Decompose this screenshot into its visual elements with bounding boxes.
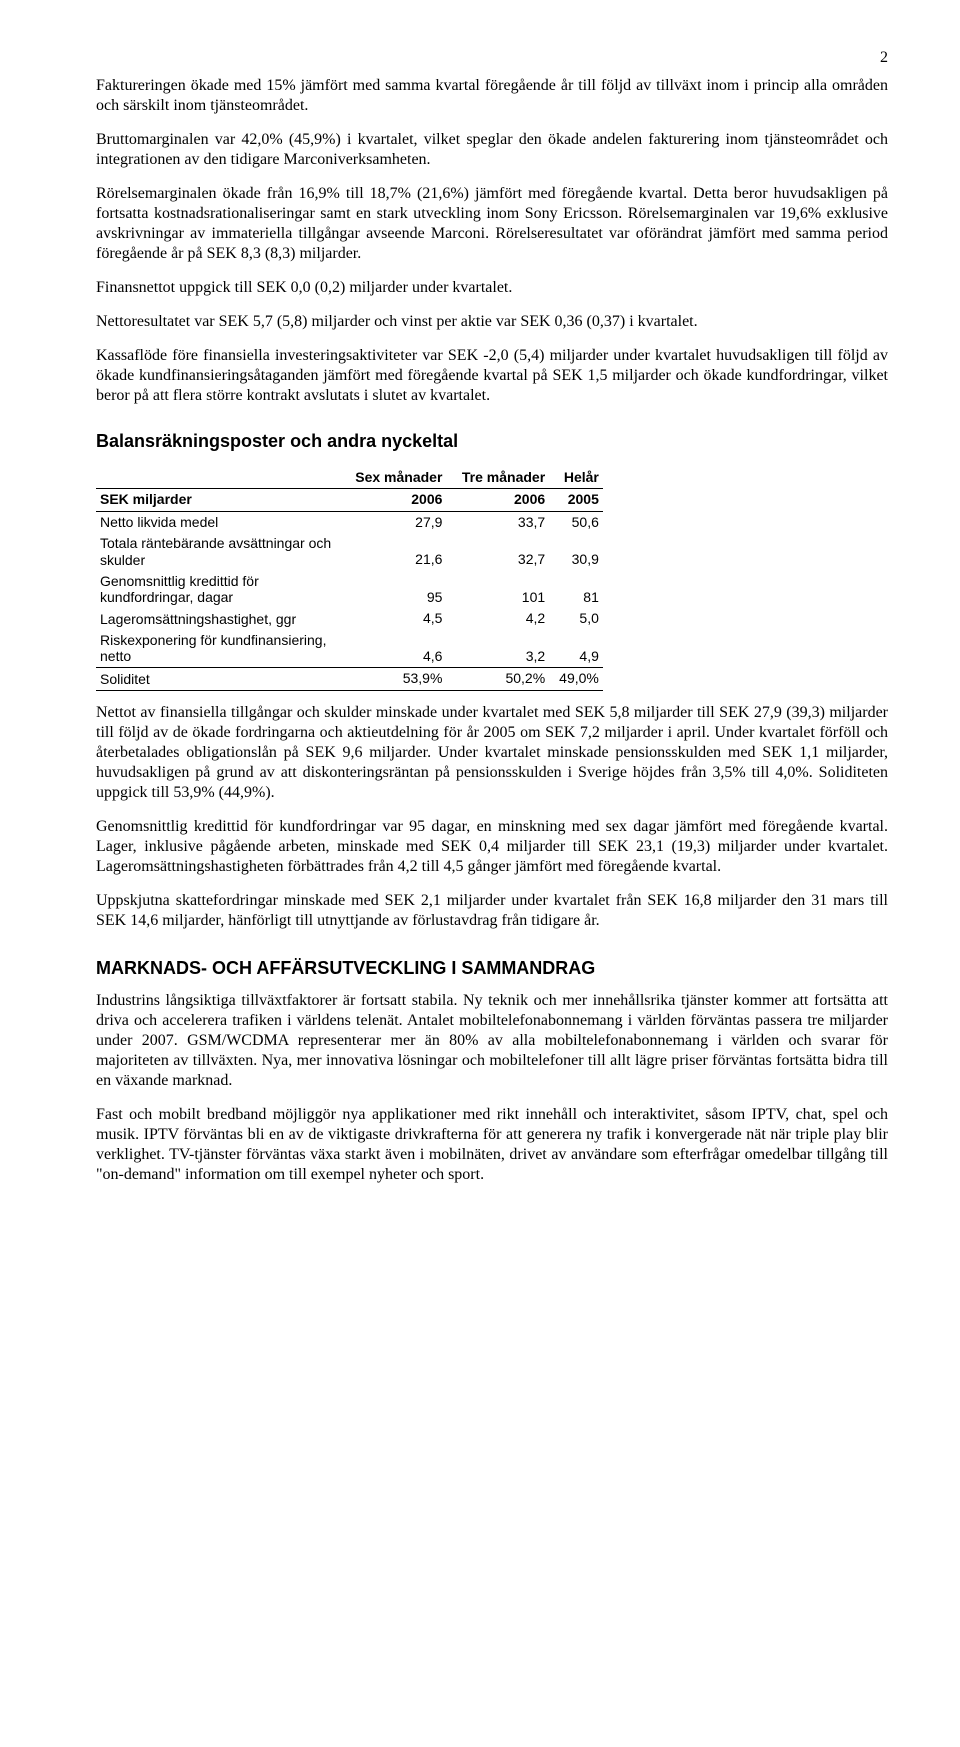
row-label: Totala räntebärande avsättningar och sku… (96, 533, 339, 571)
paragraph-11: Fast och mobilt bredband möjliggör nya a… (96, 1105, 888, 1185)
cell: 33,7 (446, 511, 549, 533)
table-row: Lageromsättningshastighet, ggr 4,5 4,2 5… (96, 608, 603, 630)
row-label: Netto likvida medel (96, 511, 339, 533)
cell: 5,0 (549, 608, 603, 630)
cell: 3,2 (446, 630, 549, 668)
paragraph-8: Genomsnittlig kredittid för kundfordring… (96, 817, 888, 877)
cell: 30,9 (549, 533, 603, 571)
section-heading-balance: Balansräkningsposter och andra nyckeltal (96, 430, 888, 453)
table-row: Riskexponering för kundfinansiering, net… (96, 630, 603, 668)
paragraph-6: Kassaflöde före finansiella investerings… (96, 346, 888, 406)
row-label: Soliditet (96, 668, 339, 691)
table-header-top: Sex månader Tre månader Helår (96, 467, 603, 489)
row-label: Genomsnittlig kredittid för kundfordring… (96, 571, 339, 609)
row-label: Riskexponering för kundfinansiering, net… (96, 630, 339, 668)
th-six-months: Sex månader (339, 467, 446, 489)
paragraph-9: Uppskjutna skattefordringar minskade med… (96, 891, 888, 931)
cell: 4,9 (549, 630, 603, 668)
th-full-year: Helår (549, 467, 603, 489)
th-unit: SEK miljarder (96, 489, 339, 512)
cell: 50,2% (446, 668, 549, 691)
cell: 50,6 (549, 511, 603, 533)
cell: 27,9 (339, 511, 446, 533)
financial-table: Sex månader Tre månader Helår SEK miljar… (96, 467, 603, 691)
paragraph-7: Nettot av finansiella tillgångar och sku… (96, 703, 888, 803)
row-label: Lageromsättningshastighet, ggr (96, 608, 339, 630)
section-heading-market: MARKNADS- OCH AFFÄRSUTVECKLING I SAMMAND… (96, 957, 888, 980)
table-row: Totala räntebärande avsättningar och sku… (96, 533, 603, 571)
th-three-months: Tre månader (446, 467, 549, 489)
paragraph-1: Faktureringen ökade med 15% jämfört med … (96, 76, 888, 116)
paragraph-4: Finansnettot uppgick till SEK 0,0 (0,2) … (96, 278, 888, 298)
cell: 4,6 (339, 630, 446, 668)
table-row: Netto likvida medel 27,9 33,7 50,6 (96, 511, 603, 533)
paragraph-10: Industrins långsiktiga tillväxtfaktorer … (96, 991, 888, 1091)
cell: 53,9% (339, 668, 446, 691)
table-row: Genomsnittlig kredittid för kundfordring… (96, 571, 603, 609)
th-blank (96, 467, 339, 489)
paragraph-5: Nettoresultatet var SEK 5,7 (5,8) miljar… (96, 312, 888, 332)
paragraph-2: Bruttomarginalen var 42,0% (45,9%) i kva… (96, 130, 888, 170)
th-2005: 2005 (549, 489, 603, 512)
cell: 95 (339, 571, 446, 609)
cell: 4,5 (339, 608, 446, 630)
page-number: 2 (96, 48, 888, 68)
cell: 4,2 (446, 608, 549, 630)
cell: 101 (446, 571, 549, 609)
cell: 32,7 (446, 533, 549, 571)
cell: 49,0% (549, 668, 603, 691)
cell: 21,6 (339, 533, 446, 571)
paragraph-3: Rörelsemarginalen ökade från 16,9% till … (96, 184, 888, 264)
th-2006a: 2006 (339, 489, 446, 512)
table-header-sub: SEK miljarder 2006 2006 2005 (96, 489, 603, 512)
cell: 81 (549, 571, 603, 609)
th-2006b: 2006 (446, 489, 549, 512)
table-row-soliditet: Soliditet 53,9% 50,2% 49,0% (96, 668, 603, 691)
